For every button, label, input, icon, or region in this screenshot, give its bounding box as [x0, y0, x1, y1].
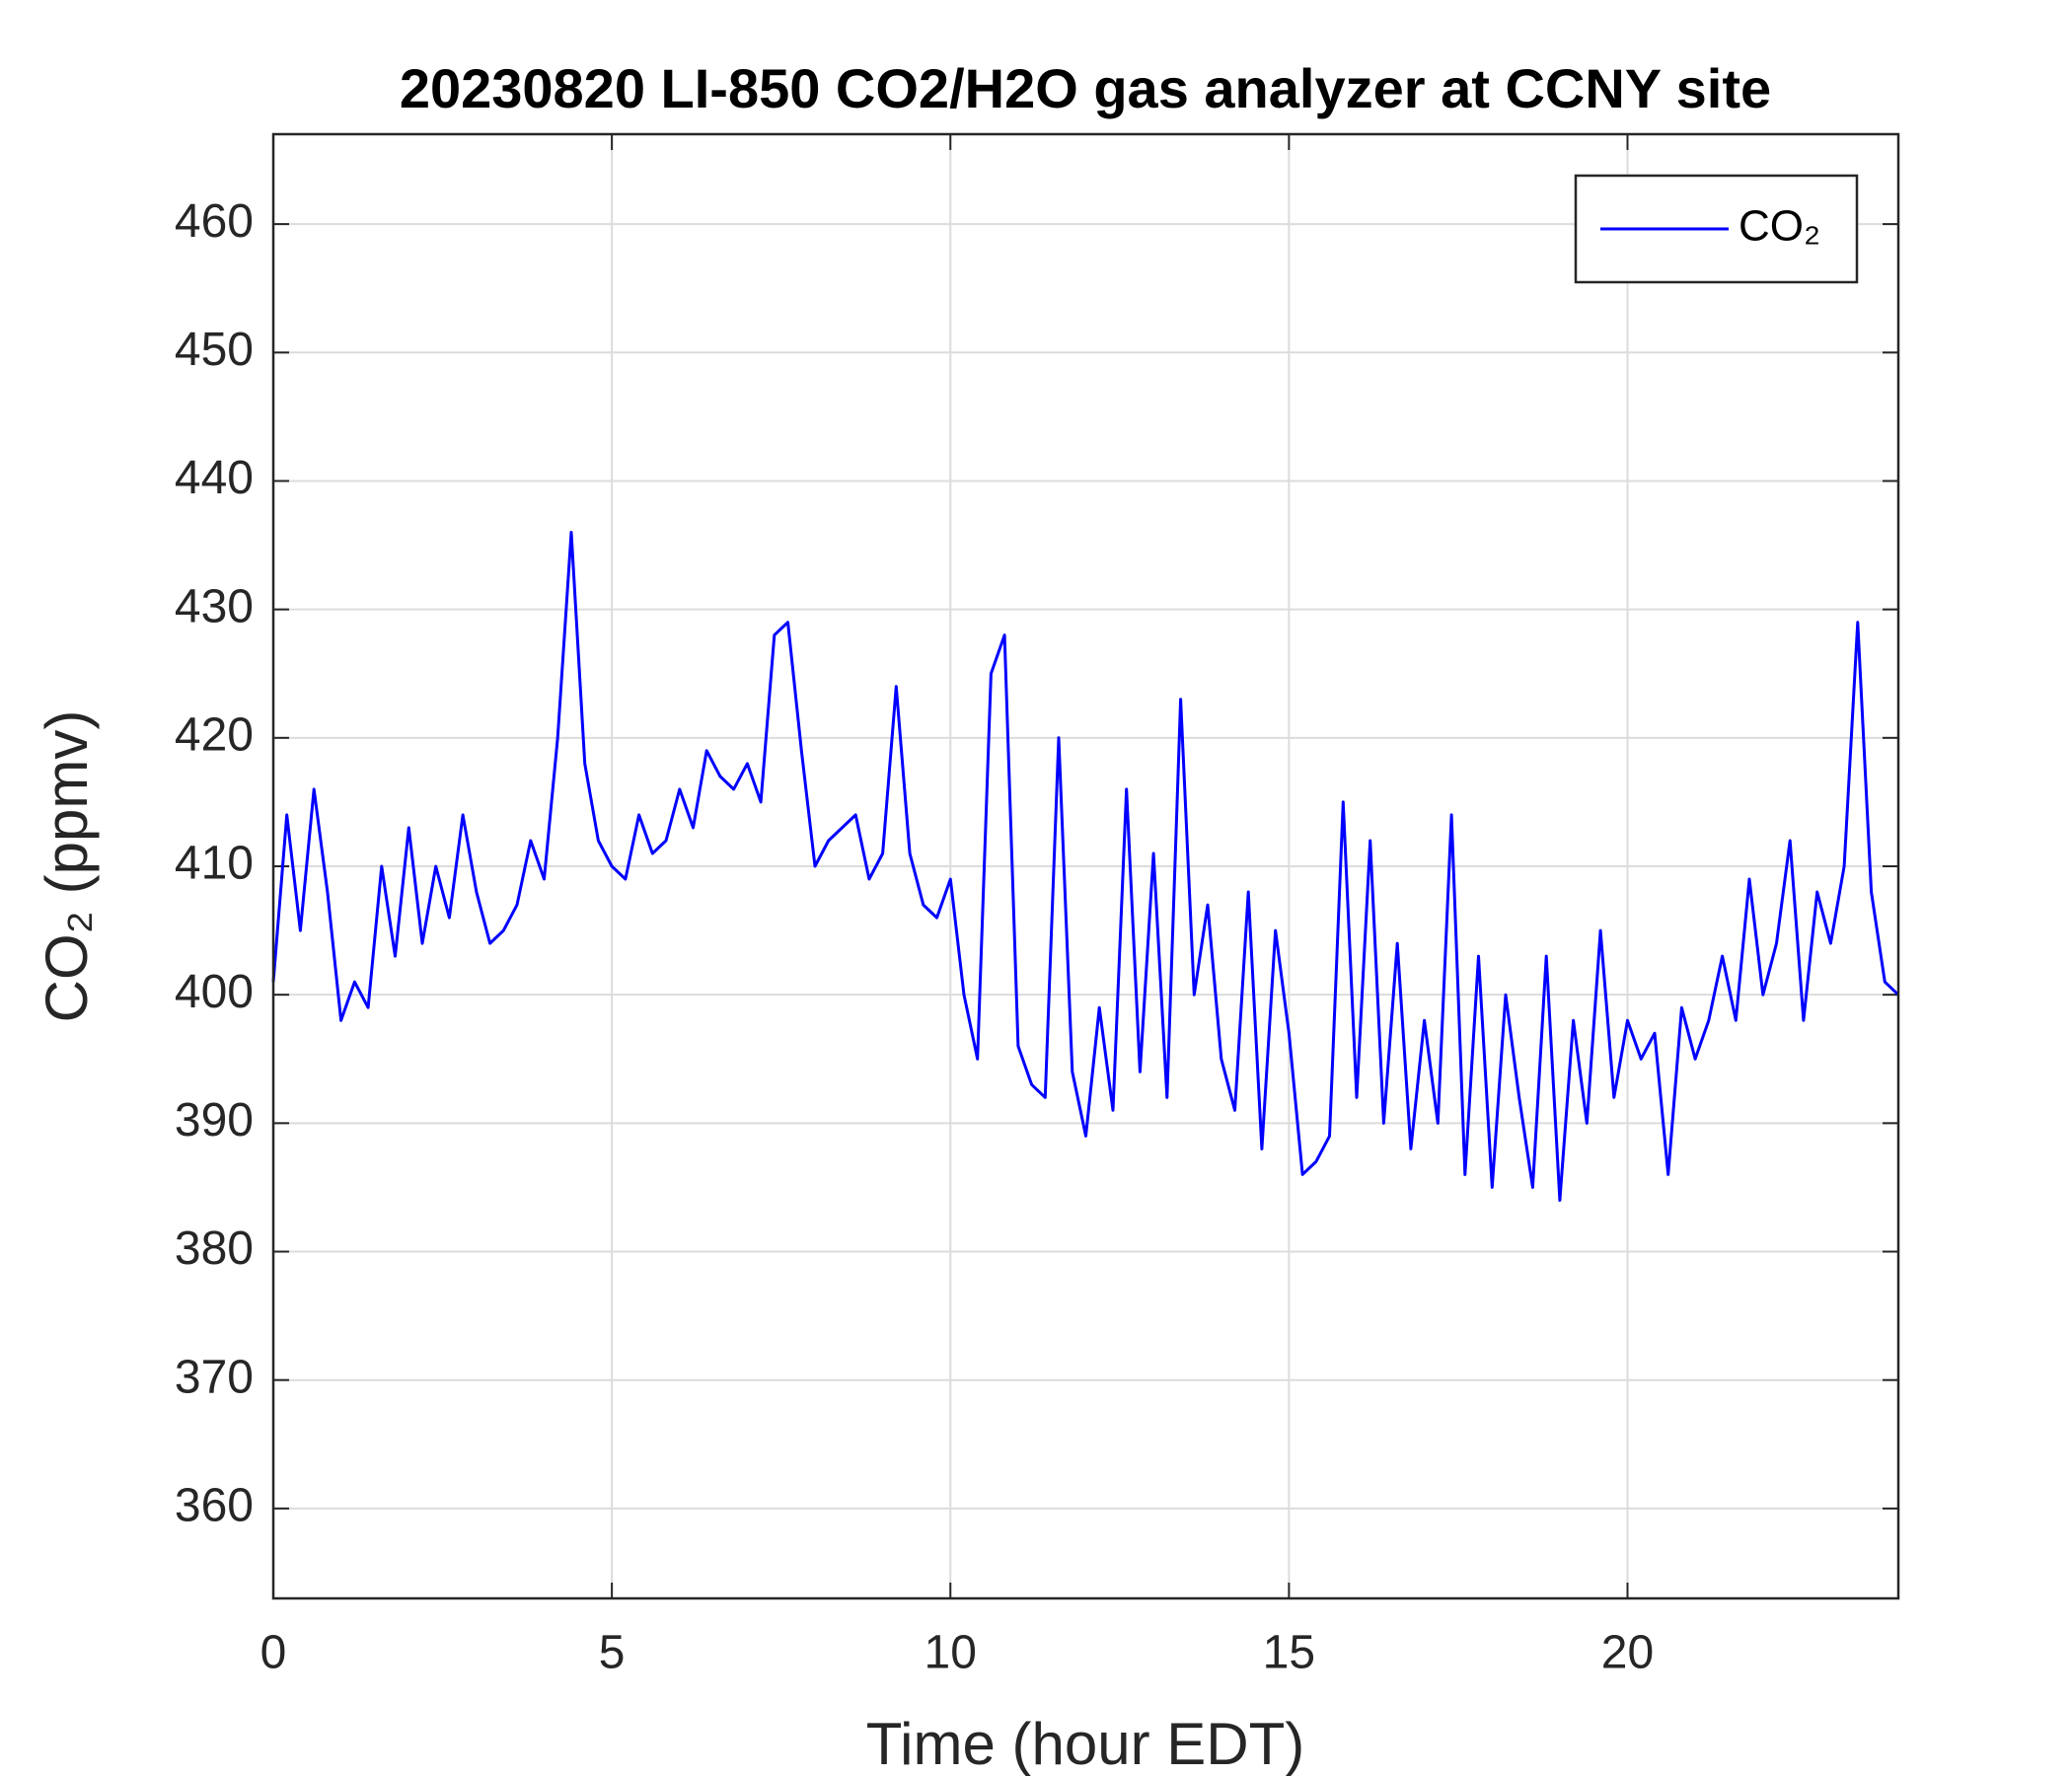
- y-tick-label: 360: [175, 1480, 254, 1532]
- legend-label: CO₂: [1739, 202, 1820, 251]
- y-tick-label: 420: [175, 708, 254, 761]
- y-tick-label: 450: [175, 324, 254, 376]
- x-tick-label: 15: [1263, 1627, 1315, 1679]
- plot-frame: [271, 132, 1900, 1600]
- y-tick-label: 430: [175, 580, 254, 632]
- x-tick-label: 5: [599, 1627, 626, 1679]
- x-tick-label: 0: [260, 1627, 287, 1679]
- y-tick-label: 390: [175, 1094, 254, 1147]
- y-tick-label: 370: [175, 1351, 254, 1403]
- y-tick-label: 410: [175, 838, 254, 890]
- x-axis-label: Time (hour EDT): [866, 1711, 1305, 1776]
- x-tick-label: 10: [925, 1627, 977, 1679]
- y-axis-label: CO₂ (ppmv): [34, 710, 100, 1023]
- y-tick-label: 460: [175, 195, 254, 248]
- data-line: [271, 531, 1900, 1202]
- y-tick-label: 400: [175, 966, 254, 1018]
- chart-title: 20230820 LI-850 CO2/H2O gas analyzer at …: [400, 57, 1771, 119]
- y-tick-label: 440: [175, 452, 254, 504]
- x-tick-label: 20: [1601, 1627, 1654, 1679]
- y-tick-label: 380: [175, 1222, 254, 1275]
